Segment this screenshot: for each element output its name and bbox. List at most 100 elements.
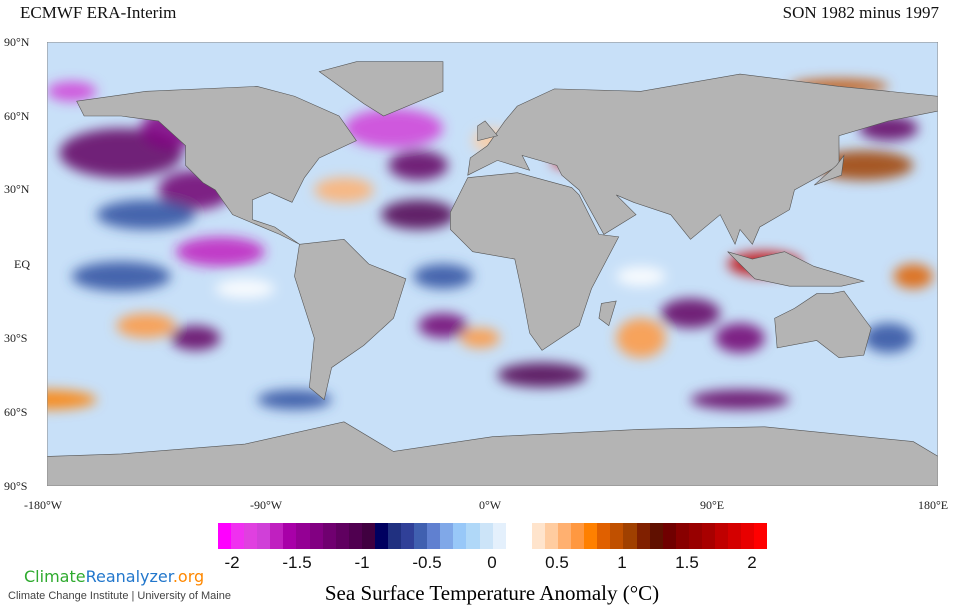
land-antarctica — [47, 421, 938, 486]
anomaly-region — [215, 278, 275, 299]
land-south-america — [294, 239, 407, 401]
lon-label: -180°W — [24, 498, 63, 512]
colorbar-bin — [440, 523, 454, 549]
colorbar-bin — [688, 523, 702, 549]
land-eurasia — [467, 73, 938, 246]
lon-label: -90°W — [250, 498, 283, 512]
colorbar-bin — [492, 523, 506, 549]
colorbar-bin — [479, 523, 493, 549]
anomaly-region — [418, 313, 468, 338]
colorbar-tick: -1 — [354, 553, 370, 572]
colorbar-bin — [283, 523, 297, 549]
lat-label: 60°S — [4, 405, 28, 419]
anomaly-region — [413, 264, 473, 289]
colorbar-bin — [244, 523, 258, 549]
land-indonesia — [727, 251, 865, 287]
anomaly-region — [47, 389, 97, 410]
land-madagascar — [598, 300, 617, 327]
lat-label: 30°S — [4, 331, 28, 345]
lat-label: 90°S — [4, 479, 28, 493]
anomaly-region — [690, 389, 790, 410]
period-title: SON 1982 minus 1997 — [782, 3, 939, 22]
colorbar-bin — [453, 523, 467, 549]
anomaly-region — [616, 266, 666, 287]
colorbar-bin — [466, 523, 480, 549]
anomaly-region — [314, 177, 374, 203]
colorbar-bin — [571, 523, 585, 549]
colorbar-bin — [401, 523, 415, 549]
logo-part: Reanalyzer — [85, 567, 173, 586]
land-north-america — [76, 86, 357, 245]
logo-subtitle: Climate Change Institute | University of… — [8, 590, 231, 602]
colorbar-tick: 2 — [747, 553, 757, 572]
logo-part: Climate — [24, 567, 86, 586]
land-uk — [477, 120, 498, 142]
colorbar-bin — [584, 523, 598, 549]
anomaly-region — [460, 328, 500, 348]
colorbar-tick: 0.5 — [545, 553, 569, 572]
anomaly-region — [715, 323, 765, 353]
colorbar-bin — [531, 523, 545, 549]
anomaly-region — [381, 199, 456, 230]
anomaly-region — [344, 108, 443, 149]
lat-label: 30°N — [4, 182, 30, 196]
anomaly-region — [388, 150, 448, 181]
colorbar-bin — [558, 523, 572, 549]
lat-label: 60°N — [4, 109, 30, 123]
colorbar-bin — [728, 523, 742, 549]
colorbar-bin — [741, 523, 755, 549]
colorbar-bin — [231, 523, 245, 549]
colorbar-bin — [649, 523, 663, 549]
colorbar-bin — [675, 523, 689, 549]
colorbar — [218, 523, 768, 549]
anomaly-region — [170, 325, 221, 351]
colorbar-bin — [270, 523, 284, 549]
colorbar-bin — [597, 523, 611, 549]
sst-anomaly-map — [47, 42, 938, 486]
colorbar-bin — [335, 523, 349, 549]
anomaly-region — [175, 236, 265, 267]
anomaly-region — [71, 261, 171, 292]
climate-reanalyzer-logo: ClimateReanalyzer.org — [24, 567, 204, 586]
colorbar-bin — [662, 523, 676, 549]
anomaly-region — [893, 264, 934, 289]
colorbar-tick: 0 — [487, 553, 497, 572]
colorbar-bin — [754, 523, 768, 549]
lon-label: 0°W — [479, 498, 502, 512]
colorbar-bin — [374, 523, 389, 549]
colorbar-bin — [414, 523, 428, 549]
land-japan — [814, 154, 845, 186]
land-australia — [774, 290, 872, 359]
colorbar-bin — [636, 523, 650, 549]
anomaly-region — [116, 313, 176, 338]
colorbar-bin — [296, 523, 310, 549]
colorbar-tick: -2 — [224, 553, 240, 572]
colorbar-tick: 1.5 — [675, 553, 699, 572]
anomaly-region — [660, 298, 721, 329]
colorbar-bin — [714, 523, 729, 549]
colorbar-tick: -1.5 — [282, 553, 312, 572]
colorbar-bin — [701, 523, 715, 549]
lon-label: 90°E — [700, 498, 725, 512]
land-africa — [450, 172, 620, 351]
colorbar-bin — [427, 523, 441, 549]
colorbar-tick: -0.5 — [412, 553, 442, 572]
colorbar-bin — [322, 523, 336, 549]
colorbar-bin — [257, 523, 271, 549]
colorbar-bin — [623, 523, 637, 549]
colorbar-bin — [518, 523, 532, 549]
anomaly-region — [96, 199, 196, 230]
colorbar-bin — [610, 523, 624, 549]
lat-label: EQ — [14, 257, 30, 271]
anomaly-region — [257, 389, 332, 410]
colorbar-bin — [544, 523, 559, 549]
logo-part: .org — [172, 567, 205, 586]
anomaly-region — [863, 323, 914, 353]
colorbar-bin — [388, 523, 402, 549]
anomaly-region — [47, 81, 97, 102]
colorbar-bin — [218, 523, 232, 549]
colorbar-bin — [505, 523, 519, 549]
colorbar-bin — [361, 523, 375, 549]
colorbar-bin — [309, 523, 323, 549]
colorbar-title: Sea Surface Temperature Anomaly (°C) — [324, 581, 660, 605]
